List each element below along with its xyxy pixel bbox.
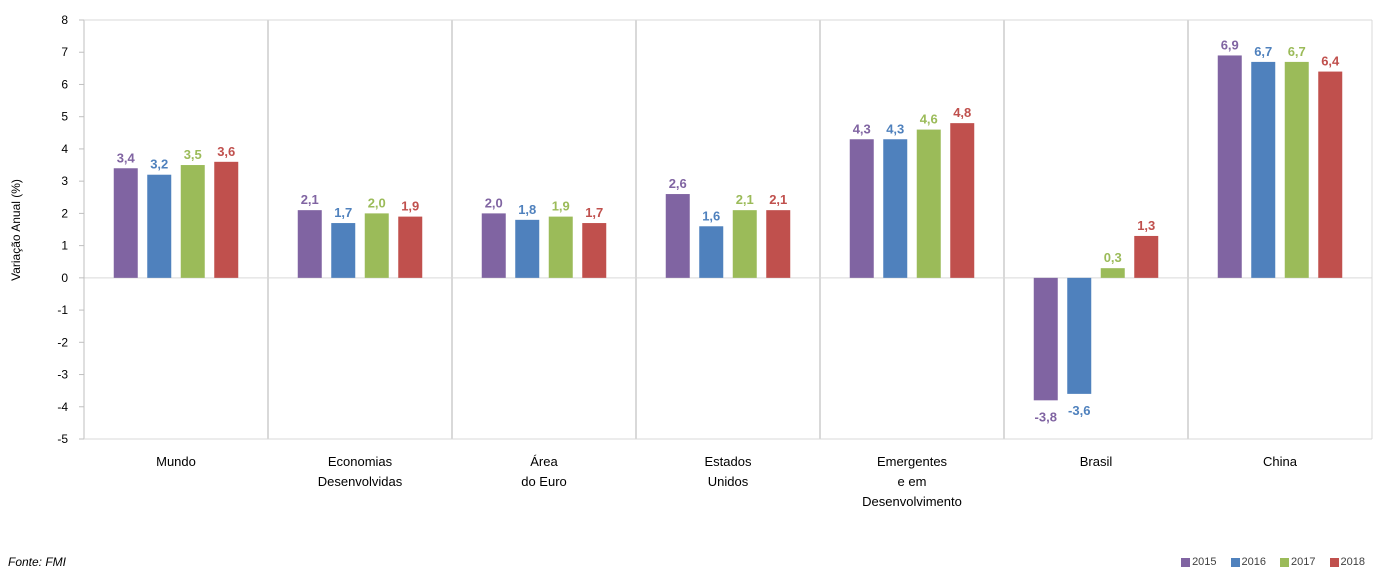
data-label-2017: 4,6 bbox=[920, 112, 938, 127]
data-label-2018: 2,1 bbox=[769, 192, 787, 207]
bar-2018 bbox=[214, 161, 239, 278]
legend-item-2016: 2016 bbox=[1230, 556, 1267, 568]
legend-swatch bbox=[1181, 557, 1191, 567]
legend-label: 2017 bbox=[1291, 556, 1316, 568]
y-tick-label: 4 bbox=[61, 142, 68, 156]
bar-2018 bbox=[1134, 235, 1159, 278]
y-tick-label: 2 bbox=[61, 206, 68, 220]
category-labels: Mundo Economias Desenvolvidas Área do Euro Es… bbox=[156, 454, 1298, 509]
bar-2018 bbox=[766, 210, 791, 278]
y-tick-label: 0 bbox=[61, 271, 68, 285]
legend-label: 2016 bbox=[1241, 556, 1267, 568]
data-label-2016: 1,7 bbox=[334, 205, 352, 220]
data-label-2017: 6,7 bbox=[1288, 44, 1306, 59]
data-label-2015: 4,3 bbox=[853, 121, 871, 136]
data-label-2018: 1,7 bbox=[585, 205, 603, 220]
category-label: Área do Euro bbox=[521, 454, 567, 489]
bar-2018 bbox=[950, 123, 975, 278]
legend-label: 2015 bbox=[1192, 556, 1217, 568]
legend-swatch bbox=[1230, 557, 1240, 567]
data-label-2016: -3,6 bbox=[1068, 403, 1090, 418]
bar-2017 bbox=[1100, 268, 1125, 278]
legend-swatch bbox=[1280, 557, 1290, 567]
legend-label: 2018 bbox=[1340, 556, 1365, 568]
data-label-2018: 6,4 bbox=[1321, 54, 1340, 69]
bar-2016 bbox=[1251, 61, 1276, 278]
bar-2016 bbox=[1067, 277, 1092, 394]
y-tick-label: 3 bbox=[61, 174, 68, 188]
y-tick-label: 5 bbox=[61, 110, 68, 124]
legend-item-2015: 2015 bbox=[1181, 556, 1217, 568]
data-label-2017: 2,0 bbox=[368, 195, 386, 210]
bar-2017 bbox=[548, 216, 573, 278]
data-label-2016: 6,7 bbox=[1254, 44, 1272, 59]
category-label: China bbox=[1263, 454, 1298, 469]
legend: 2015 2016 2017 2018 bbox=[1181, 556, 1365, 568]
bar-series bbox=[113, 55, 1343, 401]
bar-2017 bbox=[180, 165, 205, 278]
y-tick-label: 6 bbox=[61, 77, 68, 91]
y-tick-label: -1 bbox=[57, 303, 68, 317]
y-axis-ticks: 8 7 6 5 4 3 2 1 0 -1 -2 -3 -4 -5 bbox=[57, 13, 84, 446]
data-label-2015: 6,9 bbox=[1221, 37, 1239, 52]
data-label-2016: 4,3 bbox=[886, 121, 904, 136]
bar-2015 bbox=[1033, 277, 1058, 401]
bar-2016 bbox=[883, 139, 908, 278]
bar-2017 bbox=[732, 210, 757, 278]
data-label-2017: 1,9 bbox=[552, 199, 570, 214]
y-tick-label: 1 bbox=[61, 239, 68, 253]
y-tick-label: -5 bbox=[57, 432, 68, 446]
data-label-2016: 1,6 bbox=[702, 208, 720, 223]
category-label: Economias Desenvolvidas bbox=[318, 454, 403, 489]
category-separators bbox=[84, 20, 1372, 439]
category-label: Mundo bbox=[156, 454, 196, 469]
bar-2015 bbox=[113, 168, 138, 278]
bar-2016 bbox=[515, 219, 540, 278]
y-tick-label: -2 bbox=[57, 335, 68, 349]
data-label-2015: -3,8 bbox=[1035, 409, 1057, 424]
data-label-2018: 1,9 bbox=[401, 199, 419, 214]
y-tick-label: -4 bbox=[57, 400, 68, 414]
bar-2015 bbox=[849, 139, 874, 278]
y-tick-label: 7 bbox=[61, 45, 68, 59]
data-label-2015: 2,0 bbox=[485, 195, 503, 210]
y-tick-label: 8 bbox=[61, 13, 68, 27]
bar-2015 bbox=[1217, 55, 1242, 278]
legend-item-2018: 2018 bbox=[1329, 556, 1365, 568]
bar-chart: Variação Anual (%) 8 7 6 5 4 3 2 1 0 -1 -2 -3 -4 -5 3… bbox=[9, 13, 1373, 509]
y-tick-label: -3 bbox=[57, 368, 68, 382]
bar-2015 bbox=[481, 213, 506, 278]
legend-swatch bbox=[1329, 557, 1339, 567]
data-labels: 3,4 3,2 3,5 3,6 2,1 1,7 2,0 1,9 2,0 1,8 1,9 1,7 2,6 1… bbox=[117, 37, 1340, 424]
data-label-2015: 3,4 bbox=[117, 150, 136, 165]
bar-2017 bbox=[364, 213, 389, 278]
data-label-2017: 3,5 bbox=[184, 147, 202, 162]
data-label-2016: 3,2 bbox=[150, 157, 168, 172]
data-label-2016: 1,8 bbox=[518, 202, 536, 217]
data-label-2018: 1,3 bbox=[1137, 218, 1155, 233]
y-axis-label: Variação Anual (%) bbox=[9, 179, 23, 281]
data-label-2015: 2,1 bbox=[301, 192, 319, 207]
bar-2016 bbox=[331, 223, 356, 278]
bar-2015 bbox=[665, 194, 690, 278]
data-label-2018: 4,8 bbox=[953, 105, 971, 120]
data-label-2018: 3,6 bbox=[217, 144, 235, 159]
bar-2016 bbox=[699, 226, 724, 278]
category-label: Brasil bbox=[1080, 454, 1113, 469]
data-label-2017: 2,1 bbox=[736, 192, 754, 207]
bar-2016 bbox=[147, 174, 172, 278]
bar-2015 bbox=[297, 210, 322, 278]
bar-2017 bbox=[1284, 61, 1309, 278]
source-note: Fonte: FMI bbox=[8, 555, 67, 569]
category-label: Emergentes e em Desenvolvimento bbox=[862, 454, 962, 509]
data-label-2017: 0,3 bbox=[1104, 250, 1122, 265]
data-label-2015: 2,6 bbox=[669, 176, 687, 191]
legend-item-2017: 2017 bbox=[1280, 556, 1316, 568]
bar-2018 bbox=[398, 216, 423, 278]
bar-2017 bbox=[916, 129, 941, 278]
category-label: Estados Unidos bbox=[705, 454, 752, 489]
bar-2018 bbox=[1318, 71, 1343, 278]
bar-2018 bbox=[582, 223, 607, 278]
